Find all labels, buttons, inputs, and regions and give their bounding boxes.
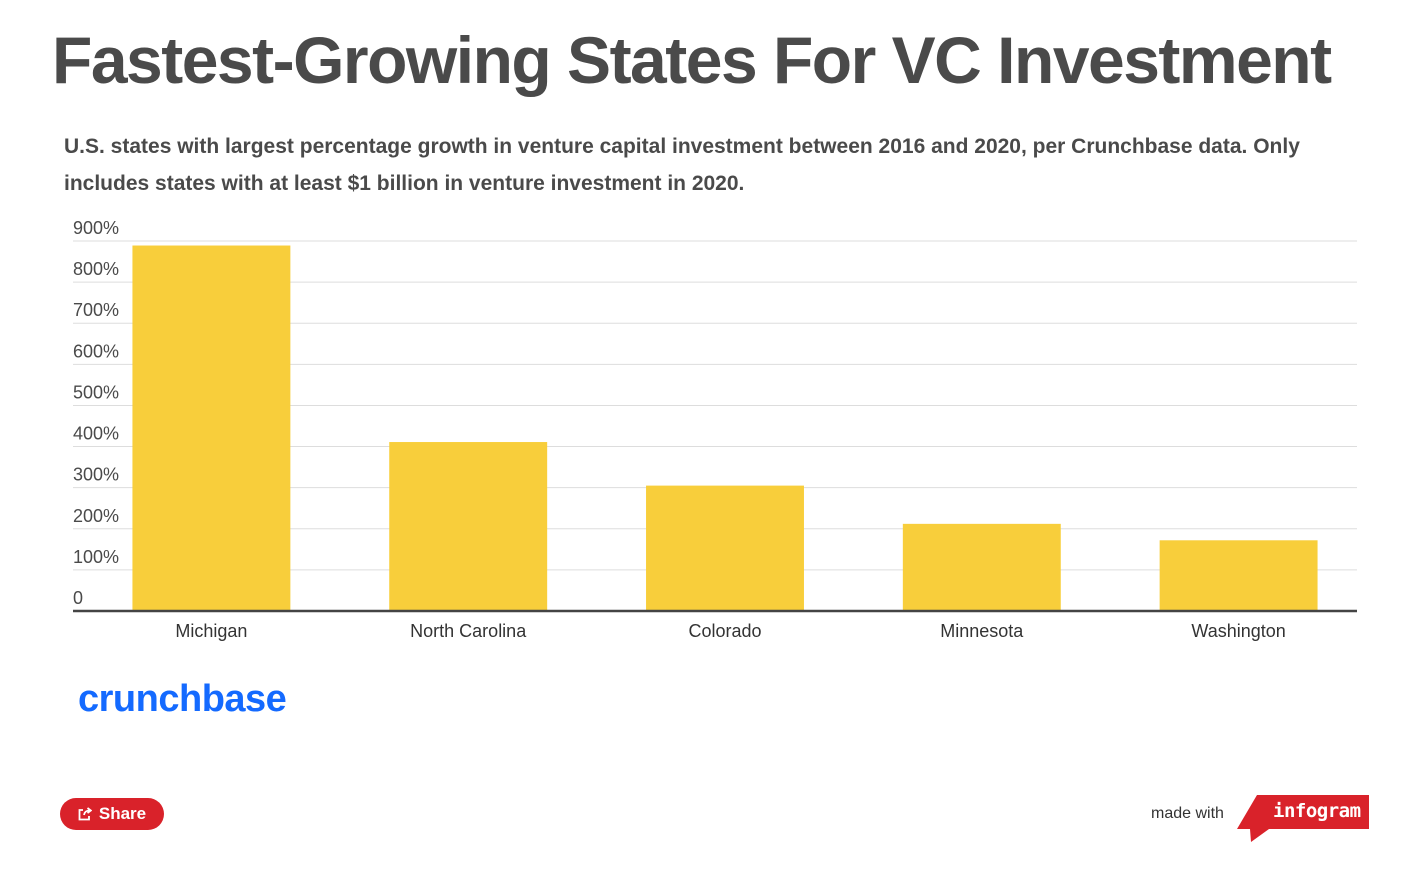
y-tick-label: 300%	[73, 465, 119, 485]
x-category-label: North Carolina	[410, 621, 527, 641]
made-with-label: made with	[1151, 805, 1224, 822]
y-tick-label: 200%	[73, 506, 119, 526]
x-axis-labels: Michigan North Carolina Colorado Minnesota W…	[175, 621, 1285, 641]
crunchbase-logo[interactable]: crunchbase	[78, 678, 287, 720]
chart-subtitle: U.S. states with largest percentage grow…	[64, 135, 1300, 195]
bar[interactable]	[646, 485, 804, 611]
infogram-label: infogram	[1273, 800, 1361, 822]
y-tick-label: 100%	[73, 547, 119, 567]
y-tick-label: 800%	[73, 259, 119, 279]
y-tick-label: 600%	[73, 341, 119, 361]
y-tick-label: 500%	[73, 382, 119, 402]
x-category-label: Washington	[1191, 621, 1285, 641]
x-category-label: Michigan	[175, 621, 247, 641]
y-tick-label: 0	[73, 588, 83, 608]
share-button-label: Share	[98, 804, 147, 823]
x-category-label: Minnesota	[940, 621, 1024, 641]
y-tick-label: 400%	[73, 424, 119, 444]
y-axis-ticks: 0 100% 200% 300% 400% 500% 600% 700% 800% 900%	[73, 218, 119, 608]
infogram-badge[interactable]: infogram	[1237, 795, 1369, 843]
chart-title: Fastest-Growing States For VC Investment	[52, 23, 1332, 97]
infogram-badge-shape	[1237, 795, 1369, 842]
bars	[132, 245, 1318, 611]
bar[interactable]	[1159, 540, 1318, 611]
bar-chart: 0 100% 200% 300% 400% 500% 600% 700% 800% 900% Mi…	[73, 218, 1357, 641]
share-icon	[78, 807, 92, 821]
bar[interactable]	[132, 245, 291, 611]
y-tick-label: 700%	[73, 300, 119, 320]
y-tick-label: 900%	[73, 218, 119, 238]
bar[interactable]	[902, 523, 1061, 611]
share-button[interactable]: Share	[60, 798, 164, 830]
bar[interactable]	[389, 442, 548, 611]
x-category-label: Colorado	[688, 621, 761, 641]
